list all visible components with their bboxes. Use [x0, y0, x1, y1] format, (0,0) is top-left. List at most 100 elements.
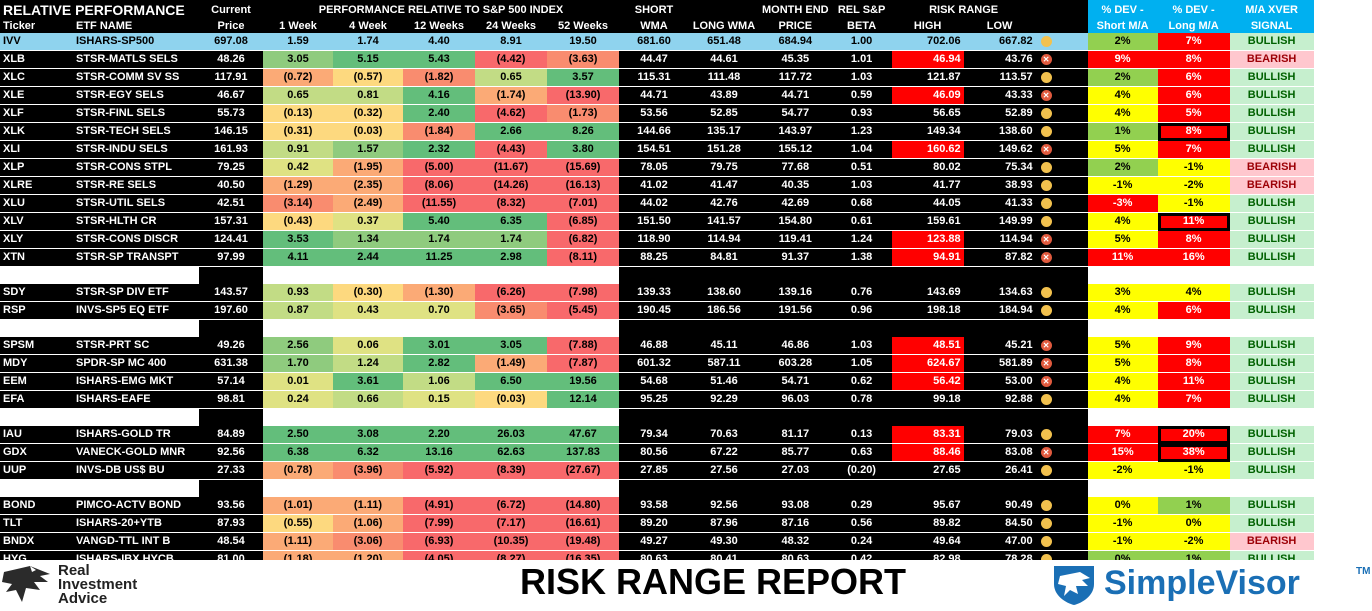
- perf-w24-cell: 0.65: [475, 68, 547, 87]
- beta-cell: 1.03: [831, 176, 892, 195]
- perf-w1-cell: 0.01: [263, 372, 333, 391]
- risk-high-cell: 143.69: [891, 284, 964, 302]
- etf-name-cell: STSR-RE SELS: [73, 176, 199, 195]
- risk-icon-cell: [1035, 390, 1088, 409]
- header-dev-short: Short M/A: [1087, 20, 1158, 33]
- perf-w4-cell: 3.08: [333, 426, 403, 444]
- month-price-cell: 42.69: [759, 194, 832, 213]
- dev-short-cell: -2%: [1087, 461, 1158, 480]
- short-wma-cell: 681.60: [619, 33, 689, 51]
- perf-w1-cell: 0.93: [263, 284, 333, 302]
- risk-high-cell: 702.06: [891, 33, 964, 51]
- short-wma-cell: 44.02: [619, 194, 689, 213]
- perf-w52-cell: (27.67): [547, 461, 619, 480]
- risk-low-cell: 84.50: [963, 514, 1036, 533]
- long-wma-cell: 27.56: [689, 461, 759, 480]
- risk-low-cell: 138.60: [963, 122, 1036, 141]
- etf-name-cell: STSR-CONS STPL: [73, 158, 199, 177]
- perf-w12-cell: (1.84): [403, 122, 475, 141]
- dev-short-cell: 2%: [1087, 33, 1158, 51]
- risk-icon-cell: [1035, 461, 1088, 480]
- etf-name-cell: STSR-INDU SELS: [73, 140, 199, 159]
- long-wma-cell: 138.60: [689, 284, 759, 302]
- risk-icon-cell: ✕: [1035, 50, 1088, 69]
- price-cell: 27.33: [199, 461, 263, 480]
- short-wma-cell: 190.45: [619, 301, 689, 320]
- dev-long-cell: 5%: [1157, 104, 1230, 123]
- header-ticker: Ticker: [0, 20, 73, 33]
- etf-name-cell: STSR-COMM SV SS: [73, 68, 199, 87]
- dev-long-cell: -2%: [1157, 532, 1230, 551]
- perf-w24-cell: 8.91: [475, 33, 547, 51]
- perf-w4-cell: (3.96): [333, 461, 403, 480]
- risk-icon-cell: [1035, 514, 1088, 533]
- header-row-bottom: Ticker ETF NAME Price 1 Week 4 Week 12 W…: [0, 20, 1314, 33]
- perf-w52-cell: (8.11): [547, 248, 619, 267]
- month-price-cell: 684.94: [759, 33, 832, 51]
- ticker-cell: XLRE: [0, 176, 73, 195]
- ticker-cell: XLK: [0, 122, 73, 141]
- price-cell: 49.26: [199, 337, 263, 355]
- ticker-cell: XLP: [0, 158, 73, 177]
- signal-cell: BULLISH: [1229, 461, 1314, 480]
- month-price-cell: 54.71: [759, 372, 832, 391]
- header-row-top: RELATIVE PERFORMANCE Current PERFORMANCE…: [0, 0, 1314, 20]
- risk-low-cell: 43.33: [963, 86, 1036, 105]
- long-wma-cell: 587.11: [689, 354, 759, 373]
- header-24-weeks: 24 Weeks: [475, 20, 547, 33]
- perf-w1-cell: 1.59: [263, 33, 333, 51]
- risk-high-cell: 41.77: [891, 176, 964, 195]
- dev-long-cell: 7%: [1157, 390, 1230, 409]
- signal-cell: BULLISH: [1229, 301, 1314, 320]
- risk-icon-cell: [1035, 68, 1088, 87]
- etf-name-cell: STSR-CONS DISCR: [73, 230, 199, 249]
- price-cell: 55.73: [199, 104, 263, 123]
- short-wma-cell: 53.56: [619, 104, 689, 123]
- dev-short-cell: 15%: [1087, 443, 1158, 462]
- perf-w1-cell: 2.56: [263, 337, 333, 355]
- perf-w12-cell: 2.32: [403, 140, 475, 159]
- perf-w12-cell: 5.43: [403, 50, 475, 69]
- perf-w4-cell: 1.57: [333, 140, 403, 159]
- header-1-week: 1 Week: [263, 20, 333, 33]
- warning-icon: [1040, 107, 1052, 119]
- risk-high-cell: 624.67: [891, 354, 964, 373]
- dev-short-cell: 4%: [1087, 301, 1158, 320]
- risk-icon-cell: ✕: [1035, 443, 1088, 462]
- table-row: IAU ISHARS-GOLD TR 84.89 2.50 3.08 2.20 26.03 4…: [0, 426, 1314, 444]
- beta-cell: 0.13: [831, 426, 892, 444]
- short-wma-cell: 27.85: [619, 461, 689, 480]
- month-price-cell: 603.28: [759, 354, 832, 373]
- dev-long-cell: 0%: [1157, 514, 1230, 533]
- perf-w1-cell: (0.43): [263, 212, 333, 231]
- dev-short-cell: 0%: [1087, 497, 1158, 515]
- ticker-cell: EEM: [0, 372, 73, 391]
- dev-long-cell: -1%: [1157, 461, 1230, 480]
- warning-icon: [1040, 464, 1052, 476]
- table-row: XLF STSR-FINL SELS 55.73 (0.13) (0.32) 2.40 (4…: [0, 104, 1314, 123]
- perf-w12-cell: 13.16: [403, 443, 475, 462]
- perf-w4-cell: 2.44: [333, 248, 403, 267]
- perf-w52-cell: (3.63): [547, 50, 619, 69]
- perf-w12-cell: (6.93): [403, 532, 475, 551]
- dev-short-cell: 2%: [1087, 158, 1158, 177]
- risk-icon-cell: [1035, 284, 1088, 302]
- table-row: SDY STSR-SP DIV ETF 143.57 0.93 (0.30) (1.30)…: [0, 284, 1314, 302]
- ticker-cell: XLV: [0, 212, 73, 231]
- table-row: XLU STSR-UTIL SELS 42.51 (3.14) (2.49) (11.55…: [0, 194, 1314, 213]
- cross-icon: ✕: [1040, 251, 1052, 263]
- ticker-cell: XLU: [0, 194, 73, 213]
- dev-long-cell: 7%: [1157, 33, 1230, 51]
- dev-long-cell: 38%: [1157, 443, 1230, 462]
- risk-high-cell: 49.64: [891, 532, 964, 551]
- header-etf-name: ETF NAME: [73, 20, 199, 33]
- month-price-cell: 143.97: [759, 122, 832, 141]
- perf-w4-cell: (0.32): [333, 104, 403, 123]
- perf-w24-cell: 6.35: [475, 212, 547, 231]
- dev-long-cell: 8%: [1157, 354, 1230, 373]
- signal-cell: BULLISH: [1229, 354, 1314, 373]
- ticker-cell: XLY: [0, 230, 73, 249]
- ticker-cell: EFA: [0, 390, 73, 409]
- perf-w4-cell: (2.49): [333, 194, 403, 213]
- perf-w4-cell: (1.95): [333, 158, 403, 177]
